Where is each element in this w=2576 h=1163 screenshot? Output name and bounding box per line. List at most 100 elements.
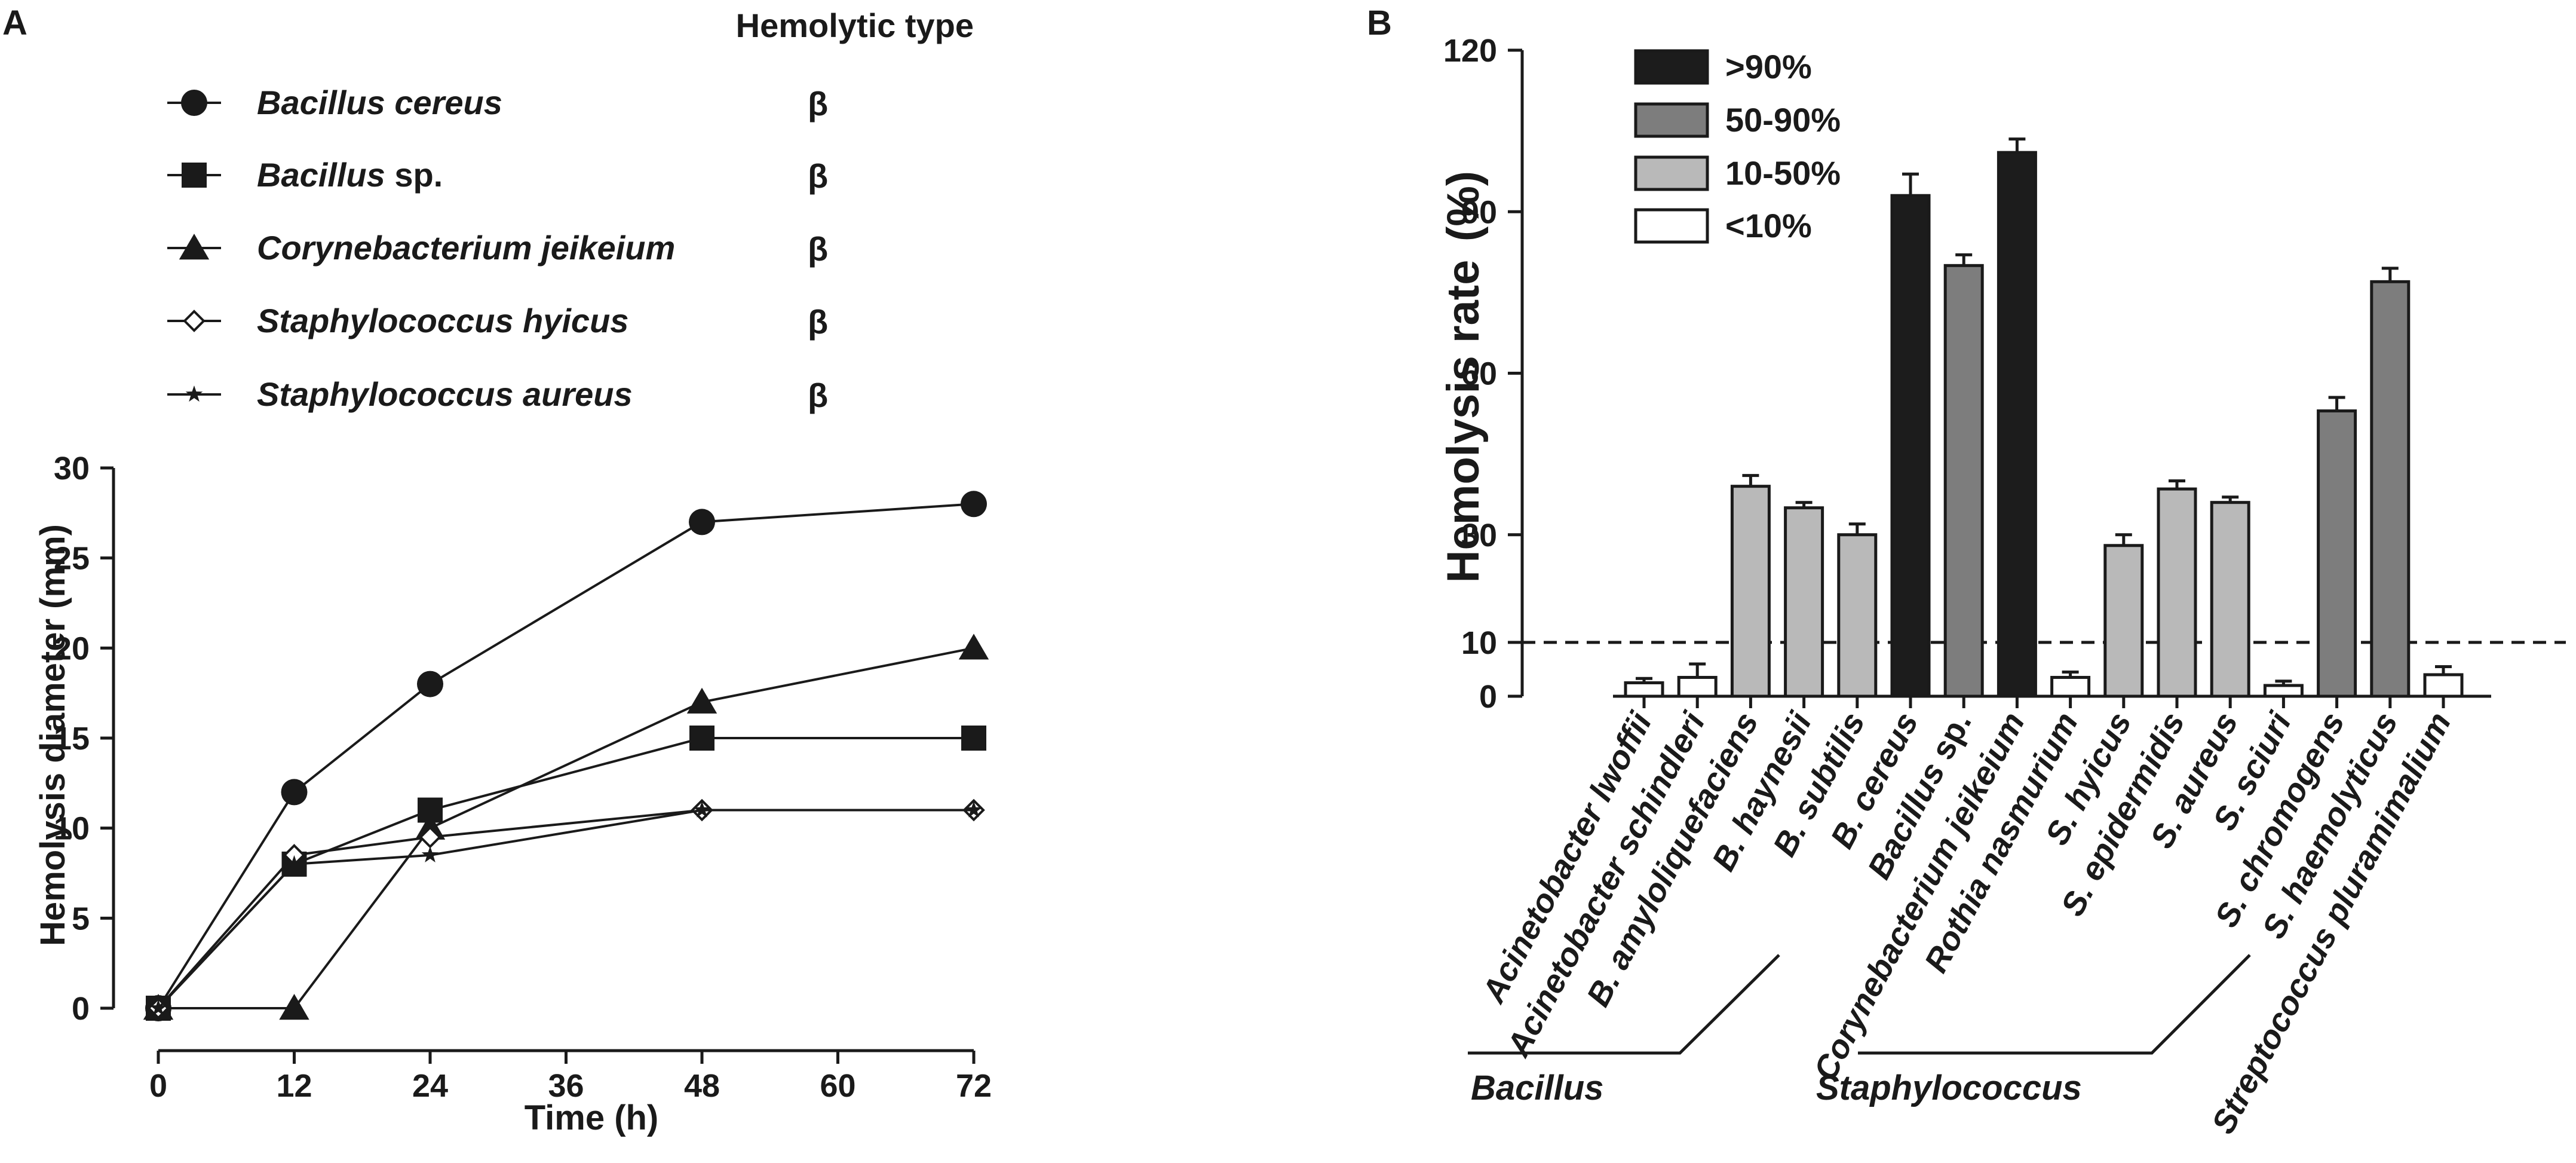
marker-star: [185, 385, 203, 402]
b-y-tick-label: 90: [1461, 194, 1497, 230]
a-y-tick-label: 10: [54, 811, 90, 847]
legend-header: Hemolytic type: [736, 7, 974, 44]
a-y-tick-label: 5: [72, 901, 90, 936]
b-bar-group: [1837, 522, 1878, 708]
b-legend-swatch: [1634, 155, 1709, 191]
b-y-axis-unit: (%): [1438, 171, 1489, 241]
marker-star: [965, 801, 983, 818]
b-legend-swatch: [1634, 49, 1709, 85]
bar: [1624, 681, 1664, 698]
b-bar-group: [1890, 172, 1931, 708]
b-legend-label: 50-90%: [1725, 101, 1841, 139]
a-legend-label: Corynebacterium jeikeium: [257, 229, 675, 267]
bar: [1943, 264, 1984, 698]
a-series: [146, 726, 986, 1021]
b-bar-group: [1784, 501, 1824, 708]
b-y-tick-label: 0: [1479, 679, 1497, 715]
marker-triangle: [179, 234, 210, 260]
bar: [1837, 533, 1878, 698]
b-bar-group: [1997, 137, 2037, 708]
a-legend-hemolytic-type: β: [808, 230, 828, 268]
a-x-tick-label: 60: [820, 1068, 855, 1104]
bar: [1997, 151, 2037, 698]
marker-star: [421, 846, 439, 862]
b-legend-label: <10%: [1725, 207, 1812, 244]
a-legend-label: Staphylococcus aureus: [257, 375, 633, 413]
a-x-tick-label: 48: [684, 1068, 720, 1104]
panel-label-a: A: [2, 4, 27, 42]
marker-triangle: [686, 687, 717, 714]
a-legend-entry: Bacillus sp. β: [167, 156, 828, 195]
bar: [2157, 487, 2197, 698]
a-legend-hemolytic-type: β: [808, 303, 828, 341]
bar: [2210, 501, 2250, 698]
a-legend-entry: Bacillus cereus β: [167, 84, 828, 123]
a-y-axis-title: Hemolysis diameter (mm): [33, 524, 72, 946]
b-group-label: Bacillus: [1471, 1069, 1603, 1107]
marker-circle: [281, 779, 308, 806]
b-bar-group: [2157, 479, 2197, 708]
b-bar-group: [2210, 495, 2250, 708]
marker-circle: [961, 491, 987, 518]
b-bar-group: [2103, 533, 2144, 708]
b-legend-swatch: [1634, 208, 1709, 244]
bar: [1730, 485, 1771, 698]
bar: [1890, 194, 1931, 698]
b-y-tick-label: 60: [1461, 356, 1497, 392]
b-bar-group: [2263, 680, 2304, 708]
svg-text:Hemolysis rate: Hemolysis rate: [1438, 260, 1489, 583]
b-bar-group: [2370, 267, 2411, 708]
marker-triangle: [958, 633, 989, 660]
a-series: [149, 801, 983, 1016]
b-y-tick-label: 120: [1443, 33, 1497, 69]
b-legend-entry: >90%: [1634, 48, 1812, 85]
bar: [1677, 675, 1718, 698]
marker-star: [286, 855, 303, 872]
a-x-tick-label: 36: [548, 1068, 584, 1104]
b-group-label: Staphylococcus: [1816, 1069, 2082, 1107]
a-series: [145, 491, 987, 1021]
b-bar-group: [1943, 253, 1984, 708]
b-group-bracket: Staphylococcus: [1816, 954, 2251, 1107]
bar: [2317, 409, 2357, 698]
a-series-line: [157, 503, 974, 1009]
a-y-tick-label: 20: [54, 631, 90, 666]
b-legend-entry: <10%: [1634, 207, 1812, 244]
b-legend-label: >90%: [1725, 48, 1812, 85]
a-x-axis-title: Time (h): [525, 1098, 659, 1137]
a-series: [143, 633, 989, 1020]
b-bar-group: [2050, 670, 2091, 708]
bar: [1784, 506, 1824, 698]
b-y-tick-label: 30: [1461, 518, 1497, 553]
a-legend-hemolytic-type: β: [808, 85, 828, 123]
b-legend-entry: 10-50%: [1634, 154, 1841, 192]
marker-star: [149, 999, 167, 1016]
marker-square: [961, 726, 986, 751]
line-chart: 0 5 10 15 20 25 30 0 12 24 36 48 60 72 Bacillus cereus…: [54, 84, 992, 1104]
bar: [2370, 280, 2411, 698]
bar: [2263, 684, 2304, 698]
b-bar-group: [2423, 665, 2464, 708]
a-series-line: [157, 809, 974, 1009]
b-legend-label: 10-50%: [1725, 154, 1841, 192]
a-x-tick-label: 72: [956, 1068, 992, 1104]
marker-circle: [689, 509, 715, 535]
b-legend-swatch: [1634, 102, 1709, 138]
marker-circle: [417, 671, 443, 697]
a-legend-entry: Staphylococcus aureus β: [167, 375, 828, 414]
a-legend-hemolytic-type: β: [808, 157, 828, 195]
marker-star: [693, 801, 711, 818]
a-legend-hemolytic-type: β: [808, 377, 828, 414]
a-legend-entry: Staphylococcus hyicus β: [167, 302, 828, 341]
panel-label-b: B: [1367, 4, 1392, 42]
marker-square: [689, 726, 714, 751]
a-x-tick-label: 24: [412, 1068, 448, 1104]
marker-diamond: [183, 310, 206, 332]
b-group-bracket-line: [1468, 954, 1780, 1055]
bar: [2050, 675, 2091, 698]
marker-circle: [181, 90, 207, 116]
a-legend-label: Bacillus sp.: [257, 156, 443, 194]
a-x-tick-label: 12: [276, 1068, 312, 1104]
a-series-line: [157, 809, 974, 1009]
